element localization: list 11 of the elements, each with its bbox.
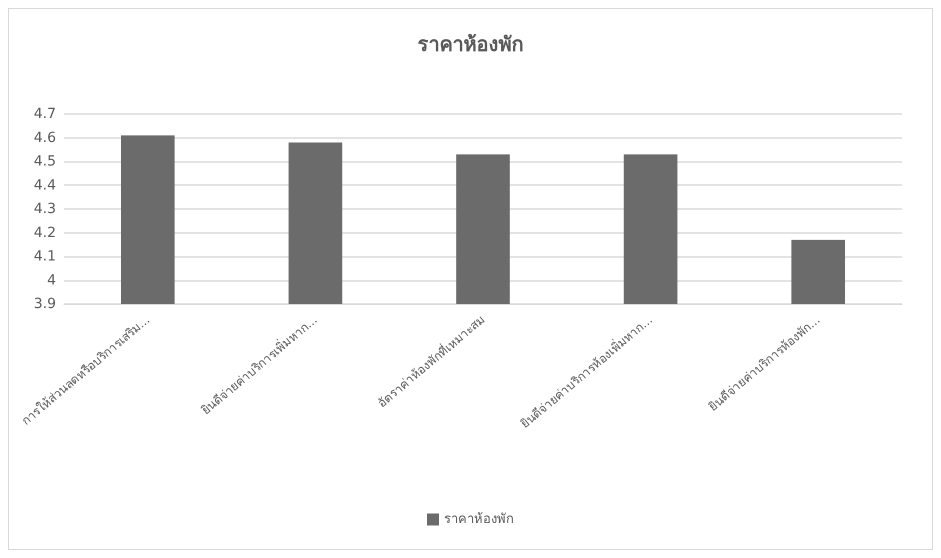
y-tick-label: 4.4 [34,177,56,194]
legend-label: ราคาห้องพัก [444,512,514,527]
y-tick-label: 4.1 [34,248,56,264]
y-tick-label: 4 [47,272,56,288]
y-tick-label: 4.7 [34,106,56,122]
y-tick-label: 4.2 [34,224,56,241]
y-tick-label: 4.5 [34,154,56,170]
y-tick-label: 4.6 [34,130,56,146]
chart-title: ราคาห้องพัก [418,32,524,56]
y-tick-label: 3.9 [34,296,56,312]
y-tick-label: 4.3 [34,201,56,217]
